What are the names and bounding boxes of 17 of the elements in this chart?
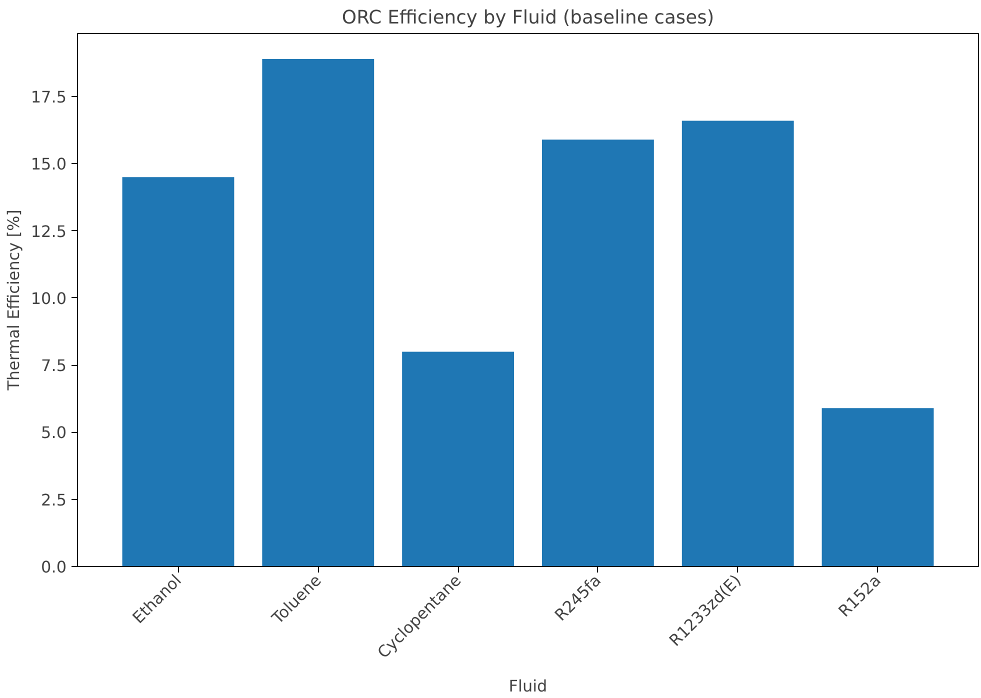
bar: [822, 408, 934, 566]
y-tick-label: 10.0: [30, 288, 66, 308]
y-tick-label: 15.0: [30, 154, 66, 174]
y-tick-label: 17.5: [30, 88, 66, 107]
bar: [402, 352, 514, 566]
bar: [262, 59, 374, 566]
bar: [542, 140, 654, 566]
bar: [682, 120, 794, 566]
bar: [122, 177, 234, 566]
y-tick-label: 2.5: [41, 490, 67, 510]
x-axis-title: Fluid: [508, 676, 548, 696]
chart-title: ORC Efficiency by Fluid (baseline cases): [342, 8, 714, 28]
y-tick-label: 5.0: [41, 423, 67, 442]
y-axis-title: Thermal Efficiency [%]: [4, 210, 23, 392]
y-tick-label: 12.5: [30, 222, 66, 241]
y-tick-label: 0.0: [41, 558, 67, 576]
y-tick-label: 7.5: [41, 356, 67, 376]
